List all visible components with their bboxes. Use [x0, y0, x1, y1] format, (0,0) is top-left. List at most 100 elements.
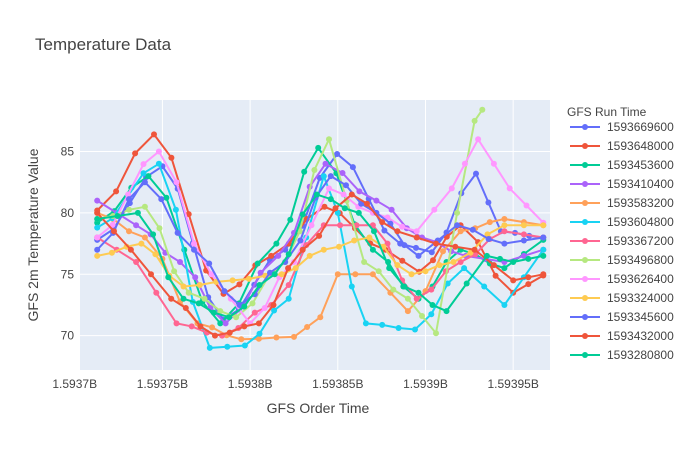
y-tick-label: 75 — [61, 267, 75, 281]
data-point — [334, 271, 341, 278]
legend-label: 1593367200 — [607, 234, 674, 248]
data-point — [520, 252, 527, 259]
legend-item-1593367200[interactable]: 1593367200 — [570, 234, 674, 248]
data-point — [356, 188, 363, 195]
series-line — [97, 109, 484, 336]
data-point — [268, 252, 275, 259]
legend-label: 1593345600 — [607, 310, 674, 324]
data-point — [287, 216, 294, 223]
data-point — [217, 308, 224, 315]
data-point — [180, 295, 187, 302]
data-point — [261, 305, 268, 311]
data-point — [472, 251, 479, 258]
legend[interactable]: GFS Run Time 1593669600 1593648000 1593453… — [567, 105, 674, 362]
data-point — [369, 246, 376, 253]
data-point — [271, 307, 278, 314]
data-point — [236, 281, 243, 288]
data-point — [479, 106, 486, 113]
data-point — [132, 150, 139, 157]
legend-label: 1593626400 — [607, 272, 674, 286]
legend-swatch-marker — [582, 352, 588, 358]
data-point — [196, 282, 203, 288]
data-point — [226, 314, 233, 321]
legend-item-1593410400[interactable]: 1593410400 — [570, 177, 674, 191]
data-point — [285, 295, 292, 302]
data-point — [126, 206, 132, 213]
series-line — [96, 162, 545, 349]
data-point — [440, 248, 446, 255]
data-point — [322, 160, 329, 167]
legend-swatch-marker — [582, 162, 588, 168]
data-point — [483, 252, 490, 259]
data-point — [381, 227, 388, 234]
series-line — [96, 162, 544, 325]
data-point — [299, 246, 306, 253]
legend-item-1593453600[interactable]: 1593453600 — [570, 158, 674, 172]
legend-label: 1593496800 — [607, 253, 674, 267]
data-point — [285, 265, 292, 272]
data-point — [127, 246, 134, 253]
data-point — [436, 262, 443, 269]
data-point — [334, 151, 341, 157]
data-point — [313, 191, 320, 198]
data-point — [308, 222, 315, 229]
legend-items[interactable]: 1593669600 1593648000 1593453600 1593410400… — [570, 120, 674, 362]
legend-item-1593648000[interactable]: 1593648000 — [570, 139, 674, 153]
data-point — [394, 228, 401, 235]
data-point — [108, 249, 115, 256]
data-point — [153, 289, 160, 296]
data-point — [390, 286, 397, 293]
data-point — [413, 234, 420, 241]
data-point — [484, 231, 491, 238]
data-point — [525, 281, 532, 288]
data-point — [126, 228, 132, 235]
data-point — [315, 144, 322, 151]
data-point — [126, 196, 132, 203]
legend-item-1593345600[interactable]: 1593345600 — [570, 310, 674, 324]
data-point — [413, 228, 420, 235]
legend-item-1593583200[interactable]: 1593583200 — [570, 196, 674, 210]
data-point — [311, 167, 318, 173]
legend-item-1593669600[interactable]: 1593669600 — [570, 120, 674, 134]
data-point — [188, 323, 195, 330]
data-point — [217, 320, 224, 327]
data-point — [394, 262, 401, 269]
data-point — [140, 161, 147, 168]
data-point — [206, 260, 213, 267]
data-point — [501, 265, 508, 272]
legend-item-1593324000[interactable]: 1593324000 — [570, 291, 674, 305]
data-point — [379, 321, 386, 328]
legend-item-1593626400[interactable]: 1593626400 — [570, 272, 674, 286]
data-point — [173, 179, 180, 186]
legend-item-1593604800[interactable]: 1593604800 — [570, 215, 674, 229]
data-point — [485, 236, 492, 242]
data-point — [334, 209, 341, 216]
data-point — [366, 234, 373, 241]
data-point — [362, 320, 369, 327]
data-point — [171, 268, 178, 275]
data-point — [326, 185, 332, 192]
data-point — [316, 232, 323, 239]
data-point — [520, 237, 527, 244]
data-point — [355, 209, 362, 216]
data-point — [413, 295, 420, 302]
data-point — [429, 302, 436, 308]
data-point — [401, 242, 408, 249]
data-point — [273, 240, 280, 247]
data-point — [341, 205, 348, 212]
data-point — [486, 219, 493, 226]
data-point — [113, 188, 120, 195]
data-point — [490, 160, 497, 167]
data-point — [257, 269, 264, 276]
data-point — [506, 185, 513, 192]
legend-item-1593496800[interactable]: 1593496800 — [570, 253, 674, 267]
legend-item-1593280800[interactable]: 1593280800 — [570, 348, 674, 362]
data-point — [375, 268, 382, 275]
data-point — [386, 265, 393, 272]
data-point — [138, 240, 145, 247]
legend-item-1593432000[interactable]: 1593432000 — [570, 329, 674, 343]
data-point — [337, 222, 344, 229]
x-tick-label: 1.5937B — [52, 377, 97, 391]
data-point — [304, 324, 311, 330]
